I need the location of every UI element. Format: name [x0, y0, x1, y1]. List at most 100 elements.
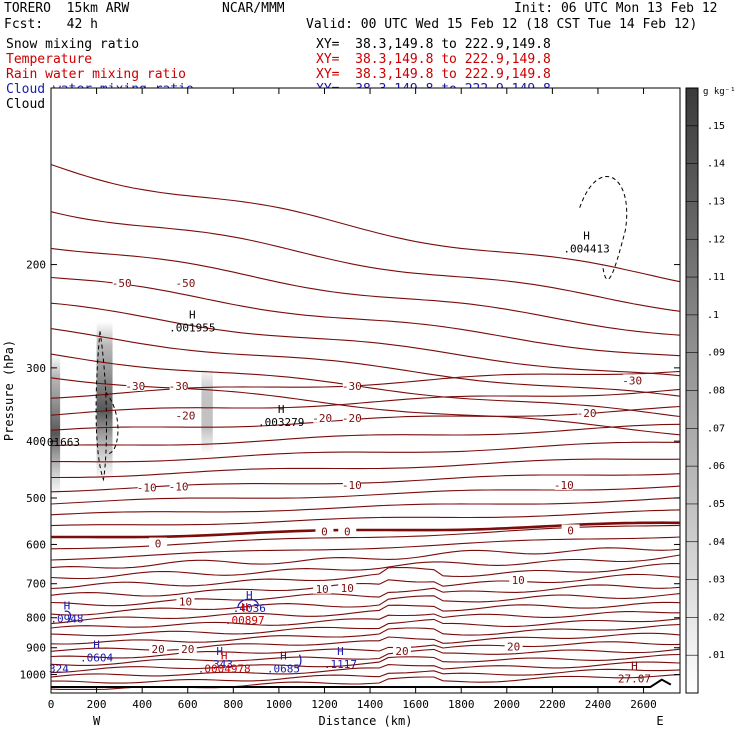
extremum-h-0: H	[583, 230, 590, 243]
isotherm-435	[51, 441, 681, 463]
shading-plume-680km	[201, 367, 213, 454]
extremum-h-2: H	[278, 403, 285, 416]
x-tick-label-1: 200	[87, 698, 107, 711]
x-axis-label: Distance (km)	[319, 714, 413, 728]
isotherm-360	[50, 388, 681, 416]
temp-label-bg-14	[149, 537, 168, 549]
extremum-value-6: .00897	[225, 614, 265, 627]
temp-label-23: 20	[181, 643, 194, 656]
temp-label-bg-12	[342, 478, 361, 490]
isotherm-560	[50, 509, 681, 527]
snow-contour-200km	[95, 331, 107, 482]
temp-label-bg-7	[313, 411, 332, 423]
x-tick-label-7: 1400	[357, 698, 384, 711]
isotherm-185	[50, 247, 681, 336]
isotherm-1010	[50, 661, 681, 678]
field-xy-2: XY= 38.3,149.8 to 222.9,149.8	[316, 67, 551, 82]
y-tick-label-2: 400	[26, 435, 46, 448]
x-tick-label-4: 800	[223, 698, 243, 711]
isotherm-635	[50, 536, 681, 561]
isotherm-735	[50, 573, 681, 597]
forecast-hour: Fcst: 42 h	[4, 17, 98, 32]
x-tick-label-3: 600	[178, 698, 198, 711]
center-label: NCAR/MMM	[222, 1, 285, 16]
isotherm-260	[50, 328, 681, 397]
temp-label-bg-23	[178, 643, 197, 655]
extremum-h-5: H	[246, 589, 253, 602]
temp-label-bg-16	[338, 525, 357, 537]
temp-label-bg-18	[176, 595, 195, 607]
extremum-value-5: .4036	[233, 602, 266, 615]
temp-label-17: 0	[567, 524, 574, 537]
temp-label-18: 10	[179, 595, 192, 608]
temp-label-bg-3	[169, 379, 188, 391]
field-name-0: Snow mixing ratio	[6, 37, 140, 52]
temp-label-12: -10	[342, 479, 362, 492]
extremum-value-12: 324	[49, 663, 69, 676]
extremum-value-10: .0685	[267, 663, 300, 676]
temp-label-2: -30	[125, 380, 145, 393]
extremum-h-10: H	[280, 650, 287, 663]
x-tick-label-5: 1000	[266, 698, 293, 711]
temp-label-14: 0	[155, 538, 162, 551]
temp-label-21: 10	[512, 574, 525, 587]
init-time: Init: 06 UTC Mon 13 Feb 12	[514, 1, 718, 16]
temp-label-0: -50	[112, 277, 132, 290]
isotherm-510	[50, 485, 681, 505]
extremum-h-6: H	[241, 601, 248, 614]
temp-label-3: -30	[169, 380, 189, 393]
temp-label-bg-11	[169, 480, 188, 492]
x-tick-label-11: 2200	[539, 698, 566, 711]
x-end-label-west: W	[93, 714, 101, 728]
field-xy-0: XY= 38.3,149.8 to 222.9,149.8	[316, 37, 551, 52]
field-name-1: Temperature	[6, 52, 93, 67]
extremum-value-9: .0004978	[198, 663, 251, 676]
temp-label-bg-21	[509, 574, 528, 586]
extremum-value-11: .1117	[324, 658, 357, 671]
isotherm-235	[50, 302, 681, 377]
colorbar-tick-label-13: .14	[707, 159, 725, 170]
extremum-value-13: 27.07	[618, 673, 651, 686]
extremum-value-2: .003279	[258, 416, 304, 429]
temp-label-bg-17	[561, 524, 580, 536]
extremum-value-8: .343	[206, 658, 233, 671]
temp-label-11: -10	[169, 481, 189, 494]
temp-label-bg-22	[149, 643, 168, 655]
isotherm-410	[50, 423, 681, 447]
colorbar-tick-label-2: .03	[707, 575, 725, 586]
colorbar-tick-label-8: .09	[707, 348, 725, 359]
snow-contour-260km	[105, 391, 119, 455]
isotherm-685	[50, 554, 681, 580]
temp-label-bg-5	[623, 374, 642, 386]
x-tick-label-12: 2400	[585, 698, 612, 711]
temp-label-bg-2	[126, 379, 145, 391]
y-tick-label-8: 1000	[20, 669, 47, 682]
y-axis-label: Pressure (hPa)	[2, 340, 16, 441]
temp-label-10: -10	[137, 482, 157, 495]
isotherm-210	[50, 276, 681, 357]
temp-label-bg-13	[554, 478, 573, 490]
cloud-contour-west	[64, 610, 72, 623]
extremum-h-13: H	[631, 660, 638, 673]
temp-label-22: 20	[151, 643, 164, 656]
colorbar-tick-label-9: .1	[707, 310, 719, 321]
y-tick-label-4: 600	[26, 538, 46, 551]
isotherm-135	[50, 163, 681, 283]
isotherm-285	[50, 353, 681, 418]
temp-label-8: -20	[342, 412, 362, 425]
isotherm-935	[50, 641, 681, 659]
y-tick-label-1: 300	[26, 362, 46, 375]
isotherm-660	[50, 547, 681, 569]
temp-label-bg-15	[315, 525, 334, 537]
temp-label-9: -20	[577, 407, 597, 420]
isotherm-835	[50, 611, 680, 629]
cloud-contour-870km	[237, 598, 259, 609]
temp-label-bg-4	[342, 379, 361, 391]
temp-label-6: -20	[176, 410, 196, 423]
temp-label-1: -50	[176, 277, 196, 290]
isotherm-335	[50, 370, 681, 399]
isotherm-960	[50, 648, 681, 666]
snow-contour-east	[579, 176, 628, 280]
colorbar-tick-label-1: .02	[707, 612, 725, 623]
